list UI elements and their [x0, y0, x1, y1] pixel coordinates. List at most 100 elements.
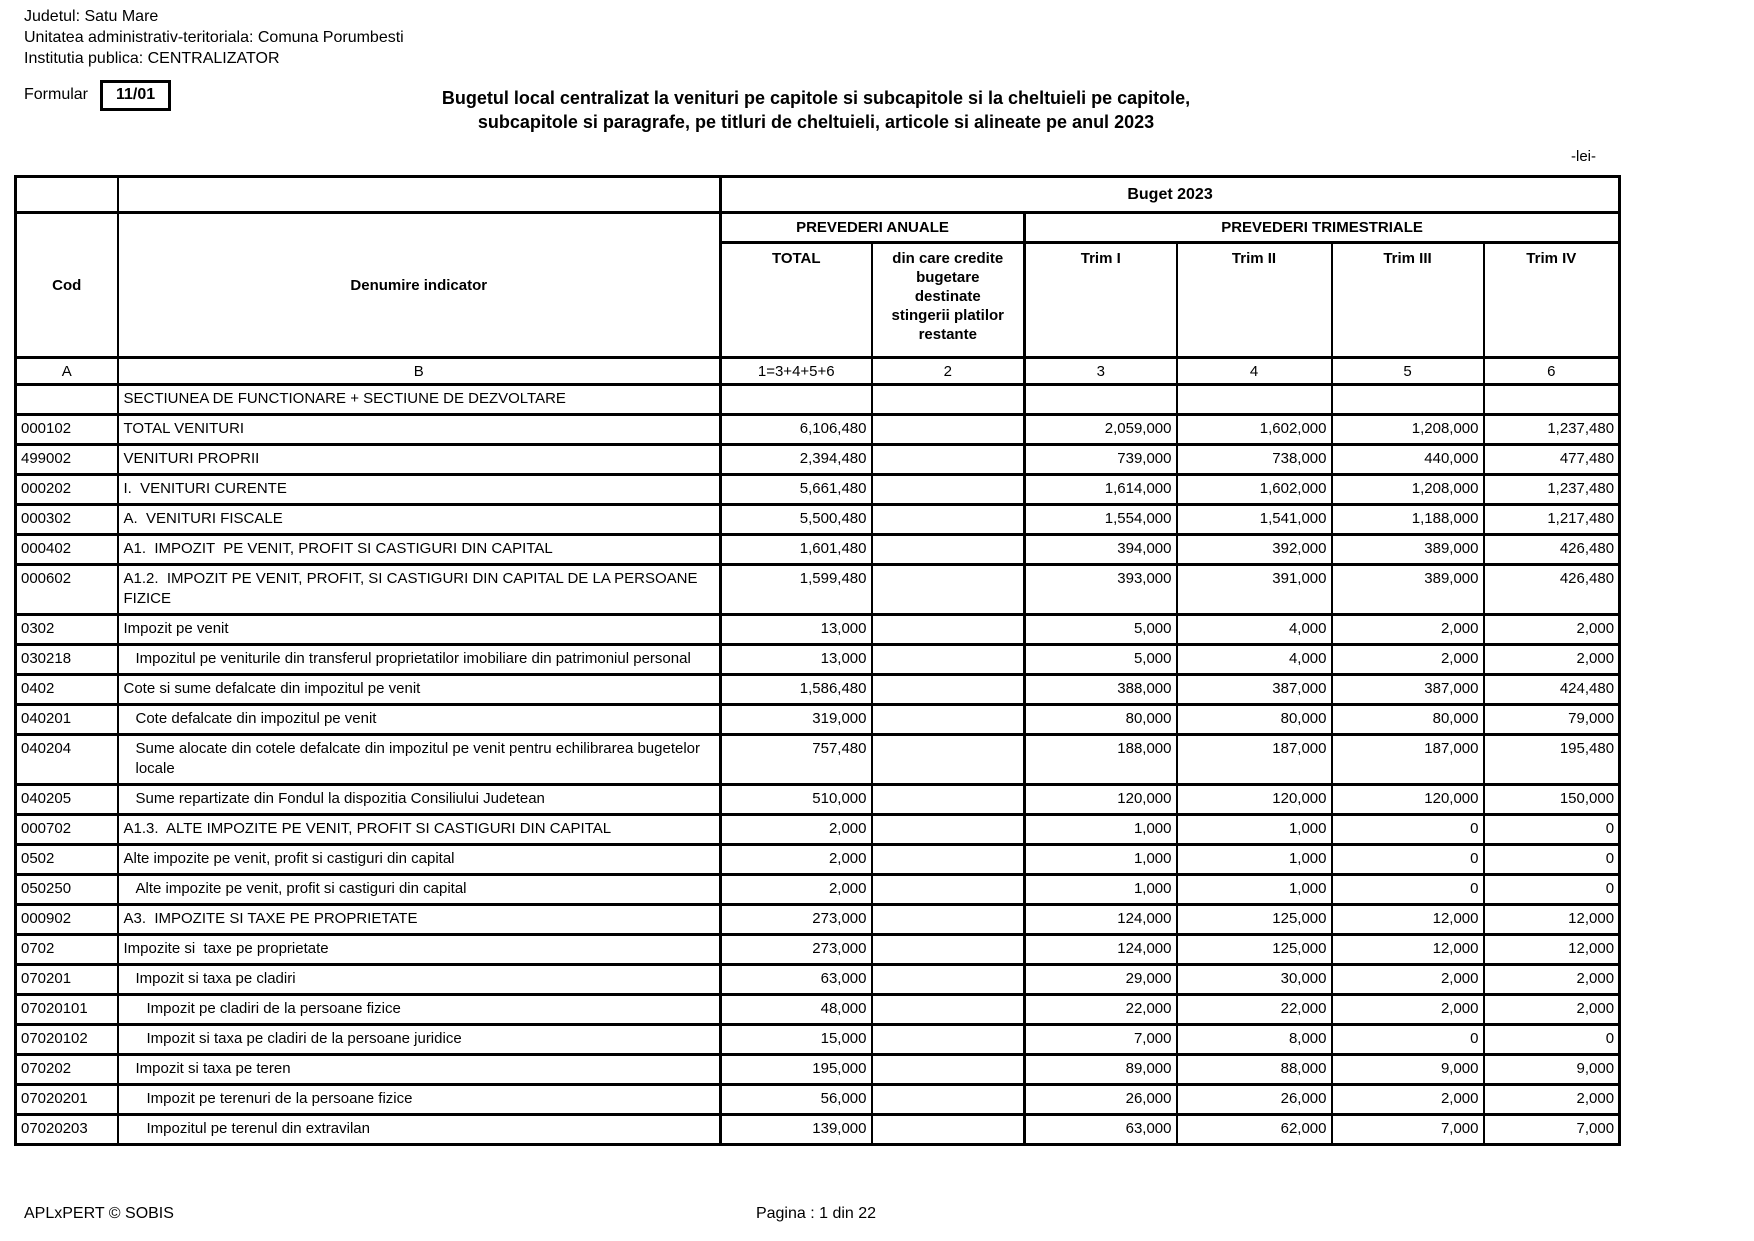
row-credite-cell — [870, 1113, 1026, 1146]
row-trim1-cell: 1,000 — [1023, 843, 1178, 876]
row-credite-cell — [870, 473, 1026, 506]
empty-cell — [1482, 383, 1621, 416]
row-trim2-cell: 1,541,000 — [1175, 503, 1333, 536]
empty-cell — [1330, 383, 1485, 416]
row-trim1-cell: 26,000 — [1023, 1083, 1178, 1116]
row-trim2-cell: 738,000 — [1175, 443, 1333, 476]
row-trim1-cell: 80,000 — [1023, 703, 1178, 736]
row-trim1-cell: 188,000 — [1023, 733, 1178, 786]
table-row: 499002 VENITURI PROPRII 2,394,480 739,00… — [14, 443, 1621, 476]
row-denumire-cell: Impozitul pe veniturile din transferul p… — [116, 643, 722, 676]
col-header-total: TOTAL — [719, 241, 873, 359]
row-credite-cell — [870, 643, 1026, 676]
empty-cell — [1175, 383, 1333, 416]
letter-cell-b: B — [116, 356, 722, 386]
row-denumire-cell: A1. IMPOZIT PE VENIT, PROFIT SI CASTIGUR… — [116, 533, 722, 566]
row-credite-cell — [870, 993, 1026, 1026]
row-credite-cell — [870, 1083, 1026, 1116]
table-row: 000702 A1.3. ALTE IMPOZITE PE VENIT, PRO… — [14, 813, 1621, 846]
row-denumire-cell: Sume alocate din cotele defalcate din im… — [116, 733, 722, 786]
row-trim1-cell: 63,000 — [1023, 1113, 1178, 1146]
row-denumire-cell: Impozit pe venit — [116, 613, 722, 646]
table-row: 070201 Impozit si taxa pe cladiri 63,000… — [14, 963, 1621, 996]
letter-cell-5: 5 — [1330, 356, 1485, 386]
row-trim3-cell: 1,208,000 — [1330, 473, 1485, 506]
row-credite-cell — [870, 783, 1026, 816]
row-trim1-cell: 29,000 — [1023, 963, 1178, 996]
row-credite-cell — [870, 903, 1026, 936]
row-trim1-cell: 2,059,000 — [1023, 413, 1178, 446]
row-cod-cell: 000902 — [14, 903, 119, 936]
row-trim1-cell: 1,614,000 — [1023, 473, 1178, 506]
row-cod-cell: 0702 — [14, 933, 119, 966]
row-trim4-cell: 12,000 — [1482, 933, 1621, 966]
row-denumire-cell: A1.2. IMPOZIT PE VENIT, PROFIT, SI CASTI… — [116, 563, 722, 616]
formular-row: Formular 11/01 — [24, 80, 172, 111]
empty-cell — [719, 383, 873, 416]
table-row: 07020203 Impozitul pe terenul din extrav… — [14, 1113, 1621, 1146]
table-row: 0502 Alte impozite pe venit, profit si c… — [14, 843, 1621, 876]
table-row: 0402 Cote si sume defalcate din impozitu… — [14, 673, 1621, 706]
section-cod-cell — [14, 383, 119, 416]
row-total-cell: 56,000 — [719, 1083, 873, 1116]
row-trim4-cell: 1,217,480 — [1482, 503, 1621, 536]
prevederi-header-row: Cod Denumire indicator PREVEDERI ANUALE … — [14, 211, 1621, 359]
row-trim4-cell: 2,000 — [1482, 993, 1621, 1026]
row-cod-cell: 040204 — [14, 733, 119, 786]
row-trim1-cell: 124,000 — [1023, 933, 1178, 966]
row-denumire-cell: Alte impozite pe venit, profit si castig… — [116, 843, 722, 876]
budget-table: Buget 2023 Cod Denumire indicator PREVED… — [14, 175, 1622, 1146]
letter-cell-a: A — [14, 356, 119, 386]
row-trim1-cell: 393,000 — [1023, 563, 1178, 616]
col-header-trim3: Trim III — [1330, 241, 1485, 359]
row-cod-cell: 030218 — [14, 643, 119, 676]
row-trim2-cell: 387,000 — [1175, 673, 1333, 706]
row-denumire-cell: Impozite si taxe pe proprietate — [116, 933, 722, 966]
table-row: 0702 Impozite si taxe pe proprietate 273… — [14, 933, 1621, 966]
row-credite-cell — [870, 673, 1026, 706]
formular-code-box: 11/01 — [100, 80, 172, 111]
row-denumire-cell: I. VENITURI CURENTE — [116, 473, 722, 506]
row-trim3-cell: 2,000 — [1330, 1083, 1485, 1116]
row-total-cell: 2,000 — [719, 813, 873, 846]
row-trim3-cell: 389,000 — [1330, 533, 1485, 566]
uat-line: Unitatea administrativ-teritoriala: Comu… — [24, 29, 404, 46]
row-cod-cell: 07020101 — [14, 993, 119, 1026]
table-row: 0302 Impozit pe venit 13,000 5,000 4,000… — [14, 613, 1621, 646]
row-trim4-cell: 150,000 — [1482, 783, 1621, 816]
col-header-credite: din care credite bugetare destinate stin… — [870, 241, 1026, 359]
section-row: SECTIUNEA DE FUNCTIONARE + SECTIUNE DE D… — [14, 383, 1621, 416]
row-denumire-cell: Cote defalcate din impozitul pe venit — [116, 703, 722, 736]
row-cod-cell: 000102 — [14, 413, 119, 446]
prevederi-trimestriale-header: PREVEDERI TRIMESTRIALE — [1022, 211, 1621, 244]
row-total-cell: 1,601,480 — [719, 533, 873, 566]
table-row: 07020102 Impozit si taxa pe cladiri de l… — [14, 1023, 1621, 1056]
row-credite-cell — [870, 413, 1026, 446]
col-header-trim1: Trim I — [1023, 241, 1178, 359]
row-trim2-cell: 4,000 — [1175, 613, 1333, 646]
row-credite-cell — [870, 703, 1026, 736]
row-trim4-cell: 0 — [1482, 813, 1621, 846]
row-cod-cell: 07020102 — [14, 1023, 119, 1056]
column-header-row: TOTAL din care credite bugetare destinat… — [16, 241, 1621, 359]
row-trim4-cell: 1,237,480 — [1482, 413, 1621, 446]
row-trim2-cell: 125,000 — [1175, 933, 1333, 966]
row-cod-cell: 0402 — [14, 673, 119, 706]
row-total-cell: 139,000 — [719, 1113, 873, 1146]
table-row: 000202 I. VENITURI CURENTE 5,661,480 1,6… — [14, 473, 1621, 506]
row-trim1-cell: 5,000 — [1023, 613, 1178, 646]
row-trim4-cell: 0 — [1482, 873, 1621, 906]
row-total-cell: 1,599,480 — [719, 563, 873, 616]
judet-line: Judetul: Satu Mare — [24, 8, 159, 25]
row-credite-cell — [870, 443, 1026, 476]
row-trim4-cell: 426,480 — [1482, 533, 1621, 566]
row-cod-cell: 040201 — [14, 703, 119, 736]
row-total-cell: 5,661,480 — [719, 473, 873, 506]
row-trim4-cell: 2,000 — [1482, 1083, 1621, 1116]
col-header-denumire: Denumire indicator — [116, 211, 722, 359]
row-denumire-cell: TOTAL VENITURI — [116, 413, 722, 446]
table-row: 000302 A. VENITURI FISCALE 5,500,480 1,5… — [14, 503, 1621, 536]
row-credite-cell — [870, 813, 1026, 846]
col-header-cod: Cod — [14, 211, 119, 359]
